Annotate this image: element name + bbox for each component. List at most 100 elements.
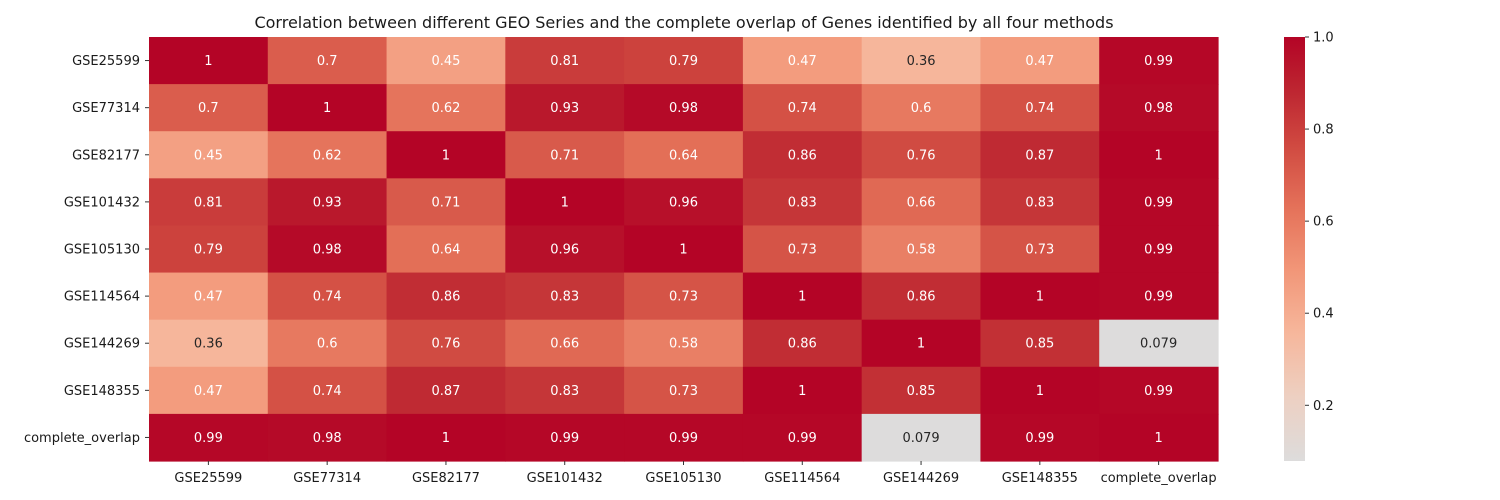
heatmap-cell (505, 84, 625, 132)
cell-value-label: 0.87 (431, 384, 460, 399)
heatmap-cell (267, 84, 388, 132)
heatmap-cell (980, 37, 1100, 85)
colorbar-tick-label: 0.8 (1313, 123, 1334, 138)
cell-value-label: 0.98 (313, 243, 342, 258)
cell-value-label: 0.71 (431, 195, 460, 210)
cell-value-label: 1 (1036, 384, 1044, 399)
heatmap-cell (861, 272, 982, 321)
heatmap-cell (742, 413, 863, 462)
heatmap-cell (505, 272, 625, 321)
cell-value-label: 0.93 (313, 195, 342, 210)
cell-value-label: 0.99 (1144, 384, 1173, 399)
cell-value-label: 1 (798, 384, 806, 399)
cell-value-label: 0.73 (669, 384, 698, 399)
heatmap-cell (980, 178, 1100, 227)
cell-value-label: 0.58 (669, 337, 698, 352)
column-tick-label: GSE105130 (645, 471, 721, 486)
heatmap-cell (505, 131, 625, 179)
heatmap-cell (742, 37, 863, 85)
cell-value-label: 0.7 (317, 54, 338, 69)
colorbar-gradient (1284, 37, 1305, 461)
heatmap-cell (742, 225, 863, 274)
cell-value-label: 0.96 (669, 195, 698, 210)
cell-value-label: 1 (442, 148, 450, 163)
cell-value-label: 1 (917, 337, 925, 352)
cell-value-label: 1 (1036, 290, 1044, 305)
cell-value-label: 0.83 (550, 290, 579, 305)
cell-value-label: 0.47 (194, 290, 223, 305)
heatmap-cell (861, 37, 982, 85)
cell-value-label: 0.47 (194, 384, 223, 399)
heatmap-cell-labels: 1 0.7 0.45 0.81 0.79 0.47 0.36 0.47 0.990.7 1 0.62… (194, 54, 1177, 446)
heatmap-cell (980, 225, 1100, 274)
cell-value-label: 0.45 (431, 54, 460, 69)
heatmap-cell (861, 225, 982, 274)
cell-value-label: 0.79 (194, 243, 223, 258)
cell-value-label: 0.87 (1025, 148, 1054, 163)
heatmap-cell (861, 319, 982, 368)
column-tick-label: GSE101432 (527, 471, 603, 486)
cell-value-label: 0.73 (1025, 243, 1054, 258)
cell-value-label: 1 (204, 54, 212, 69)
cell-value-label: 0.36 (194, 337, 223, 352)
cell-value-label: 1 (679, 243, 687, 258)
heatmap-cell (267, 366, 388, 415)
heatmap-cell (742, 272, 863, 321)
heatmap-cell (861, 413, 982, 462)
column-tick-label: complete_overlap (1101, 471, 1217, 486)
heatmap-cell (149, 413, 269, 462)
column-tick-label: GSE114564 (764, 471, 840, 486)
cell-value-label: 0.98 (669, 101, 698, 116)
cell-value-label: 0.99 (1025, 431, 1054, 446)
heatmap-cell (1099, 84, 1219, 132)
cell-value-label: 0.81 (194, 195, 223, 210)
heatmap-cell (980, 84, 1100, 132)
heatmap-cell (505, 178, 625, 227)
row-tick-label: GSE77314 (72, 101, 140, 116)
heatmap-cell (149, 84, 269, 132)
heatmap-cell (624, 131, 744, 179)
heatmap-cell (624, 84, 744, 132)
colorbar-tick-label: 0.4 (1313, 307, 1334, 322)
cell-value-label: 0.86 (788, 148, 817, 163)
heatmap-cell (1099, 178, 1219, 227)
cell-value-label: 0.71 (550, 148, 579, 163)
row-tick-label: GSE148355 (64, 384, 140, 399)
cell-value-label: 1 (1154, 148, 1162, 163)
heatmap-cell (386, 366, 506, 415)
cell-value-label: 0.86 (907, 290, 936, 305)
heatmap-cell (386, 319, 506, 368)
cell-value-label: 0.66 (550, 337, 579, 352)
row-tick-label: GSE114564 (64, 290, 140, 305)
heatmap-cell (624, 413, 744, 462)
cell-value-label: 0.86 (431, 290, 460, 305)
cell-value-label: 0.45 (194, 148, 223, 163)
colorbar-tick-label: 1.0 (1313, 31, 1334, 46)
cell-value-label: 0.99 (1144, 290, 1173, 305)
cell-value-label: 0.64 (431, 243, 460, 258)
heatmap-cell (742, 366, 863, 415)
heatmap-cell (386, 131, 506, 179)
heatmap-cell (505, 319, 625, 368)
cell-value-label: 0.83 (1025, 195, 1054, 210)
heatmap-cell (1099, 131, 1219, 179)
heatmap-cell (1099, 366, 1219, 415)
row-tick-label: GSE25599 (72, 54, 140, 69)
heatmap-cell (149, 131, 269, 179)
heatmap-cell (267, 225, 388, 274)
cell-value-label: 0.86 (788, 337, 817, 352)
cell-value-label: 0.99 (788, 431, 817, 446)
cell-value-label: 0.99 (550, 431, 579, 446)
column-tick-label: GSE82177 (412, 471, 480, 486)
row-tick-labels: GSE25599 GSE77314 GSE82177 GSE101432 GSE1051… (24, 54, 149, 446)
cell-value-label: 0.83 (550, 384, 579, 399)
heatmap-cell (386, 225, 506, 274)
cell-value-label: 1 (1154, 431, 1162, 446)
cell-value-label: 0.6 (317, 337, 338, 352)
colorbar-tick-label: 0.6 (1313, 215, 1334, 230)
heatmap-cell (267, 272, 388, 321)
cell-value-label: 0.81 (550, 54, 579, 69)
heatmap-cell (624, 178, 744, 227)
cell-value-label: 0.76 (907, 148, 936, 163)
